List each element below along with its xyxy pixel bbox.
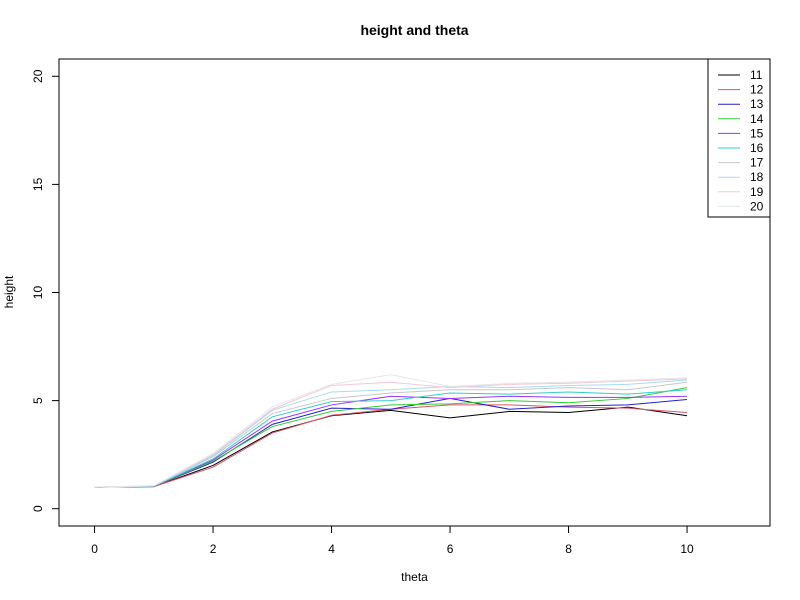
legend-label-19: 19 (750, 185, 764, 199)
legend-label-11: 11 (750, 68, 763, 82)
series-line-17 (94, 381, 688, 488)
legend-label-15: 15 (750, 126, 764, 140)
chart-title: height and theta (360, 22, 468, 38)
x-axis-title: theta (401, 570, 428, 584)
series-line-19 (94, 378, 688, 488)
legend-label-14: 14 (750, 112, 764, 126)
legend-label-18: 18 (750, 170, 764, 184)
series-line-14 (94, 387, 688, 488)
y-tick-label: 15 (31, 177, 45, 191)
plot-frame (58, 58, 771, 527)
legend-label-16: 16 (750, 141, 764, 155)
legend-box (707, 58, 771, 218)
series-line-18 (94, 379, 688, 488)
legend-label-17: 17 (750, 156, 764, 170)
series-line-13 (94, 397, 688, 488)
x-tick-label: 2 (210, 542, 217, 556)
legend-label-20: 20 (750, 199, 764, 213)
y-tick-label: 5 (31, 397, 45, 404)
x-tick-label: 10 (680, 542, 694, 556)
series-line-16 (94, 389, 688, 488)
series-line-20 (94, 374, 688, 488)
series-line-11 (94, 406, 688, 488)
series-lines (94, 374, 688, 488)
series-line-15 (94, 395, 688, 488)
legend-label-13: 13 (750, 97, 764, 111)
y-axis-title: height (2, 275, 16, 308)
y-tick-label: 20 (31, 69, 45, 83)
y-tick-label: 0 (31, 505, 45, 512)
x-tick-label: 0 (91, 542, 98, 556)
y-tick-label: 10 (31, 286, 45, 300)
x-tick-label: 6 (447, 542, 454, 556)
x-tick-label: 4 (328, 542, 335, 556)
x-tick-label: 8 (565, 542, 572, 556)
legend-label-12: 12 (750, 83, 764, 97)
